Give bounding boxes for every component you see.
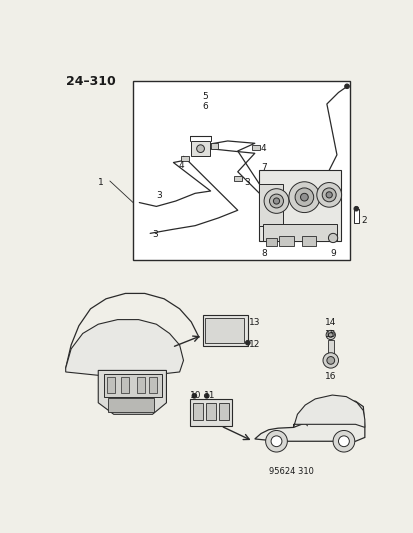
Circle shape [321,188,335,202]
Text: 10: 10 [189,391,201,400]
Text: 6: 6 [202,102,207,111]
Bar [181,156,188,161]
Text: 95624 310: 95624 310 [268,467,313,477]
Text: 4: 4 [178,161,184,170]
Circle shape [196,145,204,152]
Circle shape [332,431,354,452]
Polygon shape [66,320,183,378]
Text: 15: 15 [324,329,335,338]
Text: 9: 9 [330,249,336,258]
Circle shape [300,193,308,201]
Text: 3: 3 [156,191,162,200]
Bar [205,318,243,343]
Bar [353,209,358,223]
Circle shape [265,431,287,452]
Text: 16: 16 [324,372,335,381]
Polygon shape [98,370,166,414]
Bar [233,175,241,181]
Text: 3: 3 [243,178,249,187]
Text: 1: 1 [98,178,104,187]
Bar [137,377,145,393]
Circle shape [338,436,349,447]
Bar [265,238,276,246]
Circle shape [328,233,337,243]
Bar [104,374,161,397]
Bar [192,403,202,419]
Circle shape [325,330,335,340]
Circle shape [273,198,279,204]
Bar [191,141,209,156]
Text: 3: 3 [152,230,158,238]
Bar [202,315,247,346]
Bar [259,184,282,227]
Bar [121,377,129,393]
Text: 14: 14 [324,318,335,327]
Text: 7: 7 [260,163,266,172]
Circle shape [353,206,358,211]
Circle shape [325,192,332,198]
Circle shape [288,182,319,213]
Circle shape [263,189,288,213]
Bar [107,377,114,393]
Text: 8: 8 [260,249,266,258]
Text: 24–310: 24–310 [66,75,115,88]
Circle shape [294,188,313,206]
Circle shape [344,84,349,88]
Text: 13: 13 [249,318,260,327]
Text: 11: 11 [203,391,215,400]
Bar [149,377,157,393]
Bar [189,399,232,426]
Bar [327,340,333,357]
Text: 2: 2 [360,216,366,225]
Circle shape [328,333,332,337]
Bar [301,236,315,246]
Bar [133,81,349,260]
Polygon shape [293,395,364,427]
Bar [278,236,294,246]
Circle shape [269,194,283,208]
Bar [263,224,336,241]
Circle shape [204,393,209,398]
Bar [259,170,340,241]
Circle shape [316,182,341,207]
Circle shape [245,341,249,345]
Circle shape [271,436,281,447]
Bar [218,403,229,419]
Bar [210,143,218,149]
Circle shape [192,393,196,398]
Text: 12: 12 [249,340,260,349]
Bar [107,398,154,412]
Bar [252,145,260,150]
Circle shape [322,353,338,368]
Bar [206,403,216,419]
Circle shape [326,357,334,364]
Text: 4: 4 [260,144,266,153]
Polygon shape [254,401,364,441]
Text: 5: 5 [202,92,207,101]
